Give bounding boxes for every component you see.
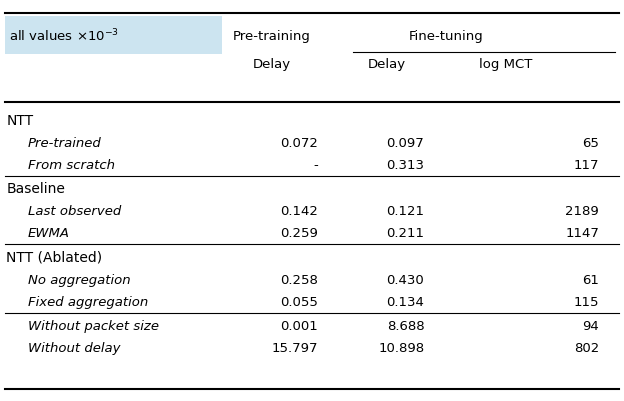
Text: 15.797: 15.797 bbox=[271, 341, 318, 354]
Text: 1147: 1147 bbox=[565, 227, 599, 240]
Text: Fine-tuning: Fine-tuning bbox=[409, 30, 484, 43]
Text: 0.430: 0.430 bbox=[387, 273, 424, 286]
Text: 115: 115 bbox=[573, 295, 599, 308]
Text: NTT (Ablated): NTT (Ablated) bbox=[6, 250, 102, 263]
Text: 0.259: 0.259 bbox=[280, 227, 318, 240]
Text: 0.258: 0.258 bbox=[280, 273, 318, 286]
Text: 0.211: 0.211 bbox=[386, 227, 424, 240]
Text: Delay: Delay bbox=[252, 58, 291, 71]
Text: 61: 61 bbox=[582, 273, 599, 286]
Text: Baseline: Baseline bbox=[6, 182, 65, 195]
Text: 802: 802 bbox=[574, 341, 599, 354]
Text: 0.134: 0.134 bbox=[386, 295, 424, 308]
Text: -: - bbox=[313, 159, 318, 172]
Text: Fixed aggregation: Fixed aggregation bbox=[28, 295, 149, 308]
Text: 65: 65 bbox=[582, 137, 599, 150]
Text: Pre-trained: Pre-trained bbox=[28, 137, 102, 150]
Text: 0.072: 0.072 bbox=[280, 137, 318, 150]
FancyBboxPatch shape bbox=[5, 17, 222, 55]
Text: No aggregation: No aggregation bbox=[28, 273, 130, 286]
Text: 8.688: 8.688 bbox=[387, 319, 424, 332]
Text: NTT: NTT bbox=[6, 113, 33, 127]
Text: 0.142: 0.142 bbox=[280, 205, 318, 218]
Text: Delay: Delay bbox=[368, 58, 406, 71]
Text: 117: 117 bbox=[573, 159, 599, 172]
Text: 0.055: 0.055 bbox=[280, 295, 318, 308]
Text: 94: 94 bbox=[582, 319, 599, 332]
Text: 0.001: 0.001 bbox=[281, 319, 318, 332]
Text: 0.121: 0.121 bbox=[386, 205, 424, 218]
Text: all values $\times10^{-3}$: all values $\times10^{-3}$ bbox=[9, 28, 119, 45]
Text: 0.313: 0.313 bbox=[386, 159, 424, 172]
Text: Last observed: Last observed bbox=[28, 205, 121, 218]
Text: Pre-training: Pre-training bbox=[233, 30, 310, 43]
Text: 0.097: 0.097 bbox=[387, 137, 424, 150]
Text: 2189: 2189 bbox=[565, 205, 599, 218]
Text: EWMA: EWMA bbox=[28, 227, 70, 240]
Text: Without packet size: Without packet size bbox=[28, 319, 159, 332]
Text: log MCT: log MCT bbox=[479, 58, 532, 71]
Text: Without delay: Without delay bbox=[28, 341, 120, 354]
Text: 10.898: 10.898 bbox=[378, 341, 424, 354]
Text: From scratch: From scratch bbox=[28, 159, 115, 172]
